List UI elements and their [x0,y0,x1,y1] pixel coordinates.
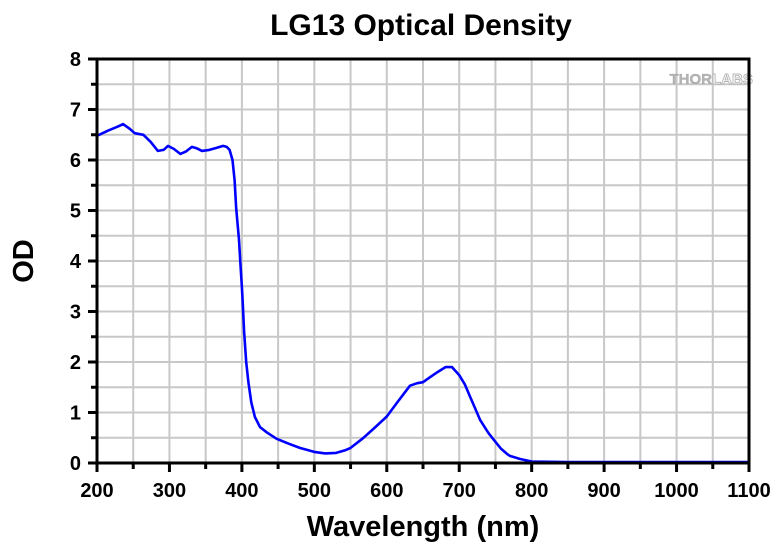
x-axis: 200 300 400 500 600 700 800 900 1000 1100 [80,463,771,502]
watermark-thor: THOR [670,71,713,88]
y-tick-label: 1 [70,403,81,425]
series-group [95,122,751,464]
y-tick-label: 6 [70,150,81,172]
watermark-labs: LABS [712,71,753,88]
y-tick-label: 3 [70,302,81,324]
y-axis-label: OD [8,239,40,283]
y-tick-label: 0 [70,453,81,475]
y-tick-label: 2 [70,352,81,374]
y-tick-label: 4 [70,251,82,273]
x-tick-label: 300 [153,480,186,502]
x-tick-label: 700 [443,480,476,502]
x-tick-label: 600 [370,480,403,502]
x-tick-label: 200 [80,480,113,502]
x-tick-label: 400 [225,480,258,502]
x-tick-label: 1100 [727,480,770,502]
x-tick-label: 500 [298,480,331,502]
x-axis-label: Wavelength (nm) [307,511,540,543]
y-tick-label: 8 [70,49,81,71]
x-tick-label: 800 [515,480,548,502]
x-tick-label: 900 [587,480,620,502]
chart-title: LG13 Optical Density [270,9,572,42]
grid [97,59,749,463]
series-line [95,122,751,464]
y-tick-label: 7 [70,100,81,122]
y-axis: 0 1 2 3 4 5 6 7 8 [70,49,97,475]
thorlabs-watermark: THOR LABS [669,71,753,89]
y-tick-label: 5 [70,201,81,223]
x-tick-label: 1000 [654,480,699,502]
